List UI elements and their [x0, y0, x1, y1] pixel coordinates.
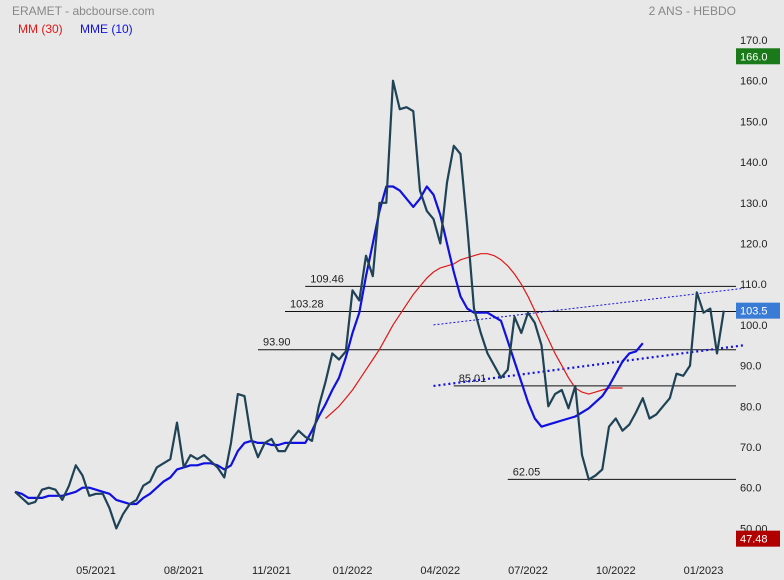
level-label: 62.05	[513, 466, 541, 478]
y-tick-label: 120.0	[740, 239, 768, 251]
legend-mme10: MME (10)	[80, 22, 133, 36]
low-badge: 47.48	[736, 530, 780, 547]
trend-line	[433, 287, 745, 326]
y-tick-label: 140.0	[740, 157, 768, 169]
level-label: 109.46	[310, 273, 344, 285]
y-tick-label: 110.0	[740, 279, 767, 291]
y-tick-label: 130.0	[740, 198, 768, 210]
level-label: 85.01	[459, 373, 487, 385]
x-tick-label: 11/2021	[252, 565, 291, 577]
y-tick-label: 160.0	[740, 76, 768, 88]
y-tick-label: 90.0	[740, 361, 761, 373]
x-tick-label: 01/2022	[333, 565, 373, 577]
y-tick-label: 170.0	[740, 35, 768, 47]
x-tick-label: 07/2022	[508, 565, 548, 577]
mm30-line	[325, 253, 623, 419]
low-badge-bg	[736, 530, 780, 547]
y-tick-label: 60.0	[740, 483, 761, 495]
high-badge-label: 166.0	[740, 51, 768, 63]
x-tick-label: 10/2022	[596, 565, 636, 577]
high-badge: 166.0	[736, 48, 780, 65]
x-tick-label: 05/2021	[76, 565, 116, 577]
y-tick-label: 150.0	[740, 116, 768, 128]
chart-source: ERAMET - abcbourse.com	[12, 4, 155, 18]
high-badge-bg	[736, 48, 780, 65]
legend-mm30: MM (30)	[18, 22, 63, 36]
chart-period: 2 ANS - HEBDO	[649, 4, 736, 18]
y-tick-label: 70.0	[740, 442, 761, 454]
x-tick-label: 08/2021	[164, 565, 204, 577]
y-tick-label: 100.0	[740, 320, 768, 332]
price-line	[14, 79, 725, 530]
level-label: 93.90	[263, 337, 291, 349]
x-tick-label: 01/2023	[684, 565, 724, 577]
low-badge-label: 47.48	[740, 534, 768, 546]
x-tick-label: 04/2022	[420, 565, 460, 577]
level-label: 103.28	[290, 299, 324, 311]
last-price-badge-bg	[736, 302, 780, 319]
last-price-badge: 103.5	[736, 302, 780, 319]
mme10-line	[14, 185, 644, 506]
last-price-badge-label: 103.5	[740, 306, 768, 318]
y-tick-label: 80.0	[740, 401, 761, 413]
